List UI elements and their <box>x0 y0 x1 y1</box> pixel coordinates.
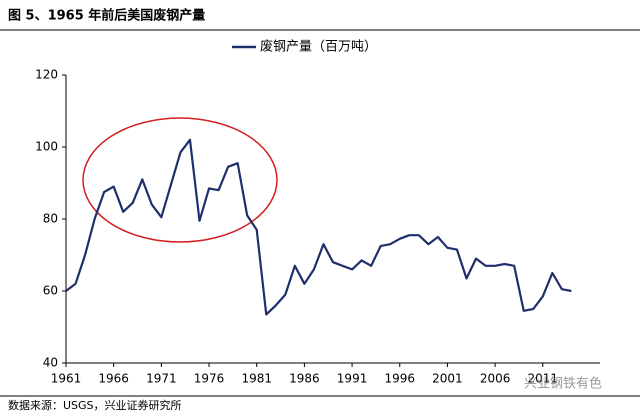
y-tick-label: 100 <box>35 140 58 154</box>
y-tick-label: 120 <box>35 68 58 82</box>
x-tick-label: 2006 <box>480 372 511 386</box>
x-tick-label: 2011 <box>528 372 559 386</box>
legend-label: 废钢产量（百万吨） <box>260 39 377 55</box>
x-tick-label: 1986 <box>289 372 320 386</box>
x-tick-label: 1981 <box>241 372 272 386</box>
x-tick-label: 1996 <box>384 372 415 386</box>
x-tick-label: 1976 <box>194 372 225 386</box>
y-tick-label: 60 <box>43 284 58 298</box>
highlight-ellipse <box>82 117 278 243</box>
watermark: 兴业钢铁有色 <box>524 376 602 392</box>
chart-title: 图 5、1965 年前后美国废钢产量 <box>8 8 205 24</box>
y-tick-label: 80 <box>43 212 58 226</box>
data-line <box>65 138 572 316</box>
y-tick-label: 40 <box>43 356 58 370</box>
x-tick-label: 1966 <box>98 372 129 386</box>
source: 数据来源：USGS，兴业证券研究所 <box>8 398 182 412</box>
x-tick-label: 1991 <box>337 372 368 386</box>
x-tick-label: 1961 <box>51 372 82 386</box>
x-tick-label: 1971 <box>146 372 177 386</box>
x-tick-label: 2001 <box>432 372 463 386</box>
